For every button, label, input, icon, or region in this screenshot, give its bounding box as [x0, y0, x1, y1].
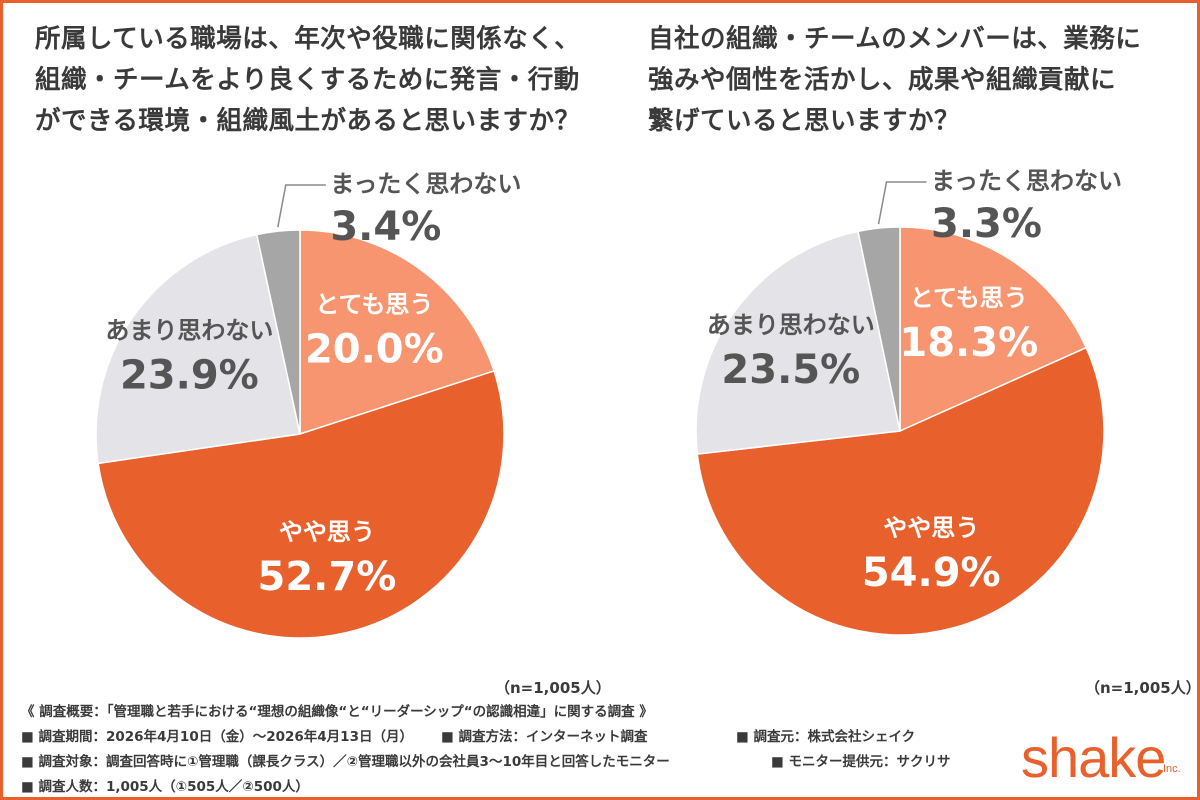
pie-charts: とても思う 20.0% やや思う 52.7% あまり思わない 23.9% まったく思わない 3… — [95, 167, 1122, 639]
notes-provider: ■ モニター提供元：サクリサ — [771, 754, 951, 770]
pie-slice-left-strongly-disagree — [255, 229, 301, 435]
slice-value-left-somewhat-agree: 52.7% — [258, 554, 397, 600]
shake-logo: shake — [1021, 726, 1166, 789]
sample-size-right: （n=1,005人） — [1085, 679, 1200, 697]
slice-label-left-somewhat-agree: やや思う — [279, 518, 375, 546]
pie-slice-right-somewhat-disagree — [695, 230, 901, 455]
pie-slice-right-somewhat-agree — [696, 346, 1105, 636]
leader-line-left — [277, 184, 326, 228]
notes-count: ■ 調査人数：1,005人（①505人／②500人） — [21, 779, 309, 795]
shake-logo-suffix: Inc. — [1163, 763, 1181, 775]
leader-line-right — [877, 181, 927, 225]
pie-slice-left-somewhat-agree — [97, 370, 505, 639]
slice-label-right-very-agree: とても思う — [910, 284, 1028, 312]
slice-label-right-somewhat-agree: やや思う — [883, 514, 979, 542]
notes-source: ■ 調査元：株式会社シェイク — [736, 729, 916, 745]
pie-slice-right-very-agree — [899, 226, 1088, 433]
pie-slice-right-strongly-disagree — [857, 226, 901, 432]
slice-value-right-very-agree: 18.3% — [899, 320, 1038, 366]
pie-slice-left-somewhat-disagree — [95, 233, 301, 465]
slice-value-left-strongly-disagree: 3.4% — [330, 204, 441, 250]
slice-value-right-somewhat-disagree: 23.5% — [721, 347, 860, 393]
notes-heading: 《 調査概要：「管理職と若手における“理想の組織像“と“リーダーシップ“の認識相… — [21, 704, 653, 720]
slice-value-left-very-agree: 20.0% — [305, 327, 444, 373]
slice-label-left-somewhat-disagree: あまり思わない — [105, 316, 273, 344]
slice-value-right-strongly-disagree: 3.3% — [931, 201, 1042, 247]
sample-size-left: （n=1,005人） — [495, 679, 611, 697]
slice-label-left-strongly-disagree: まったく思わない — [330, 170, 521, 198]
pie-slice-left-very-agree — [299, 229, 495, 436]
slice-label-left-very-agree: とても思う — [315, 291, 433, 319]
slice-value-left-somewhat-disagree: 23.9% — [120, 352, 259, 398]
slice-label-right-somewhat-disagree: あまり思わない — [707, 311, 875, 339]
notes-method: ■ 調査方法：インターネット調査 — [441, 729, 648, 745]
slice-value-right-somewhat-agree: 54.9% — [862, 550, 1001, 596]
question-left: 所属している職場は、年次や役職に関係なく、 組織・チームをより良くするために発言… — [35, 24, 581, 136]
question-right: 自社の組織・チームのメンバーは、業務に 強みや個性を活かし、成果や組織貢献に 繋… — [648, 24, 1142, 136]
notes-target: ■ 調査対象：調査回答時に①管理職（課長クラス）／②管理職以外の会社員3〜10年… — [21, 754, 670, 770]
slice-label-right-strongly-disagree: まったく思わない — [931, 167, 1122, 195]
notes-period: ■ 調査期間：2026年4月10日（金）〜2026年4月13日（月） — [21, 729, 413, 745]
